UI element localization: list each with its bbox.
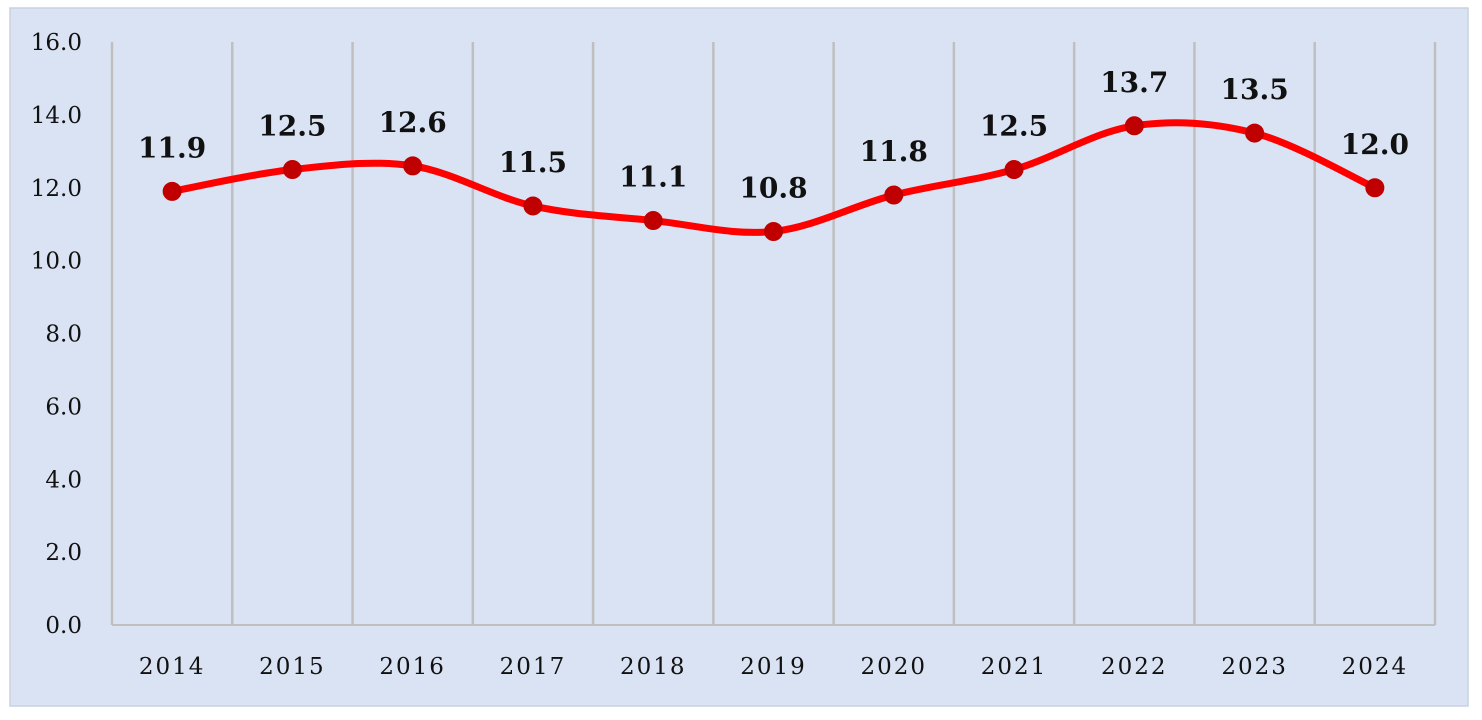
x-tick-label: 2020 xyxy=(860,654,927,680)
gridlines xyxy=(110,42,1437,626)
x-axis-tick-labels: 2014 2015 2016 2017 2018 2019 2020 2021 2022 2023… xyxy=(139,654,1409,680)
data-point xyxy=(643,211,663,231)
y-tick-label: 2.0 xyxy=(45,540,82,566)
y-axis-tick-labels: 0.0 2.0 4.0 6.0 8.0 10.0 12.0 14.0 16.0 xyxy=(31,30,82,639)
data-label: 11.8 xyxy=(860,135,928,168)
data-point xyxy=(884,185,904,205)
x-tick-label: 2024 xyxy=(1342,654,1409,680)
data-point xyxy=(1124,116,1144,136)
data-point xyxy=(1365,178,1385,198)
y-tick-label: 16.0 xyxy=(31,30,82,56)
data-point xyxy=(282,160,302,180)
x-tick-label: 2016 xyxy=(379,654,446,680)
data-point xyxy=(764,221,783,241)
data-point xyxy=(403,156,423,176)
data-points xyxy=(162,116,1385,241)
data-label: 12.5 xyxy=(258,110,326,143)
x-tick-label: 2017 xyxy=(500,654,567,680)
x-tick-label: 2014 xyxy=(139,654,206,680)
x-tick-label: 2023 xyxy=(1221,654,1288,680)
data-label: 11.9 xyxy=(138,131,206,164)
data-label: 13.7 xyxy=(1100,66,1168,99)
y-tick-label: 8.0 xyxy=(45,322,82,348)
data-label: 10.8 xyxy=(739,171,807,204)
x-tick-label: 2015 xyxy=(259,654,326,680)
x-tick-label: 2021 xyxy=(981,654,1048,680)
data-label: 12.6 xyxy=(379,106,447,139)
y-tick-label: 4.0 xyxy=(45,467,82,493)
y-tick-label: 10.0 xyxy=(31,249,82,275)
data-label: 12.5 xyxy=(980,110,1048,143)
data-label: 11.1 xyxy=(619,161,687,194)
data-label: 11.5 xyxy=(499,146,567,179)
y-tick-label: 14.0 xyxy=(31,103,82,129)
y-tick-label: 12.0 xyxy=(31,176,82,202)
data-point xyxy=(1004,160,1024,180)
data-label: 13.5 xyxy=(1220,73,1288,106)
data-point xyxy=(523,196,543,216)
y-tick-label: 6.0 xyxy=(45,394,82,420)
data-labels: 11.9 12.5 12.6 11.5 11.1 10.8 11.8 12.5 13.7 13.5… xyxy=(138,66,1409,205)
x-tick-label: 2019 xyxy=(740,654,807,680)
data-point xyxy=(162,181,182,201)
chart-background xyxy=(9,7,1469,707)
y-tick-label: 0.0 xyxy=(45,613,82,639)
data-point xyxy=(1245,123,1265,143)
x-tick-label: 2018 xyxy=(620,654,687,680)
x-tick-label: 2022 xyxy=(1101,654,1168,680)
data-label: 12.0 xyxy=(1341,128,1409,161)
